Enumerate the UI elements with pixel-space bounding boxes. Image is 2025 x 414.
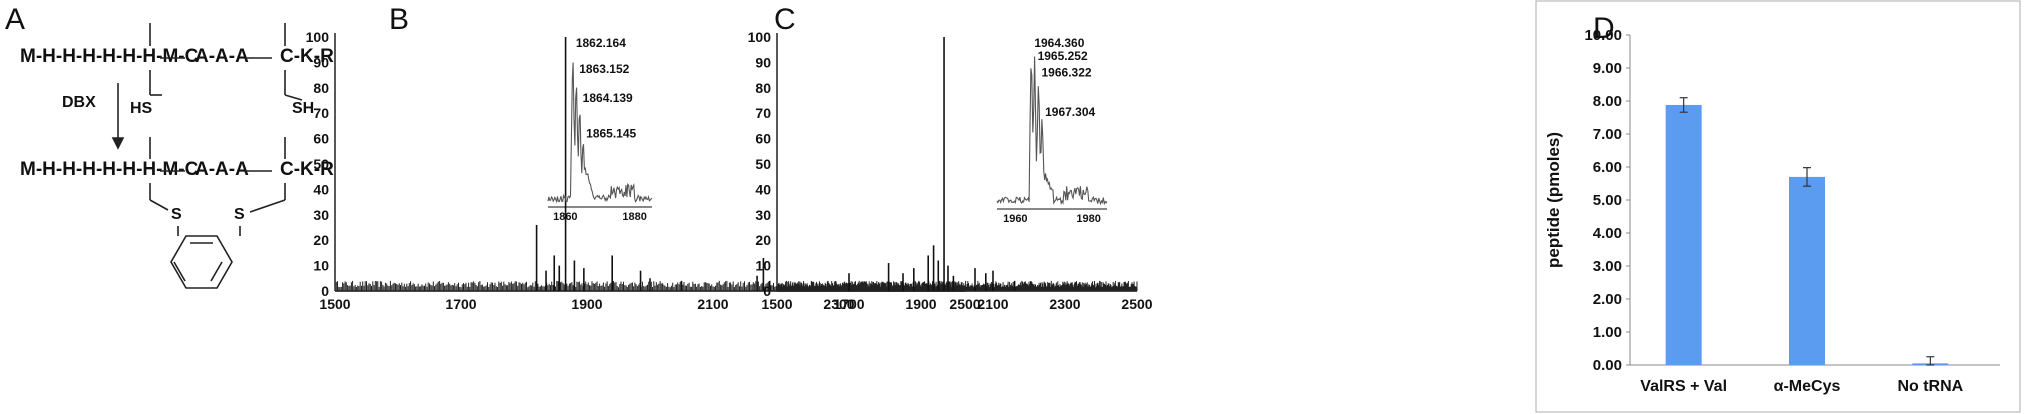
y-tick-label: 90 (313, 54, 329, 70)
y-tick-label: 20 (755, 232, 771, 248)
panel-c: C 0 10 20 30 40 50 60 70 80 90 100 1500 1700 1900 2100… (748, 3, 1153, 312)
scheme-bonds (111, 23, 303, 289)
y-tick-label: 90 (755, 54, 771, 70)
y-tick-label: 100 (748, 29, 772, 45)
y-tick-label: 60 (755, 131, 771, 147)
chart-frame (1535, 0, 2021, 413)
y-tick-label: 0.00 (1593, 357, 1622, 374)
y-tick-label: 4.00 (1593, 225, 1622, 242)
cys-right-2: C (280, 159, 294, 180)
y-tick-label: 50 (755, 156, 771, 172)
peptide-end-top: C-K-R (280, 46, 334, 68)
ala-bottom: A-A-A (195, 159, 249, 180)
x-tick-label: 1500 (319, 296, 350, 312)
inset-peak-label: 1862.164 (576, 36, 626, 50)
y-tick-label: 10 (313, 258, 329, 274)
reagent-label: DBX (62, 94, 96, 111)
category-label: ValRS + Val (1640, 378, 1727, 395)
x-tick-label: 1900 (905, 296, 936, 312)
panel-b: B 0 10 20 30 40 50 60 70 80 90 100 1500 1700 1900 2100… (0, 0, 1000, 414)
y-tick-label: 2.00 (1593, 291, 1622, 308)
y-tick-label: 80 (313, 80, 329, 96)
y-tick-label: 30 (313, 207, 329, 223)
hs-label: HS (130, 100, 153, 117)
y-tick-label: 7.00 (1593, 126, 1622, 143)
bar (1789, 176, 1825, 365)
cys-left: C (184, 46, 199, 67)
y-tick-label: 3.00 (1593, 258, 1622, 275)
x-tick-label: 2100 (697, 296, 728, 312)
y-tick-label: 70 (755, 105, 771, 121)
panel-letter-c: C (774, 3, 796, 36)
s-label-right: S (234, 206, 245, 223)
panel-letter-b: B (389, 3, 410, 36)
y-axis-title: peptide (pmoles) (1544, 132, 1563, 268)
cys-left-2: C (184, 159, 199, 180)
y-tick-label: 80 (755, 80, 771, 96)
cys-right: C (280, 46, 294, 67)
inset-trace (547, 62, 653, 204)
x-tick-label: 2100 (977, 296, 1008, 312)
inset-peak-label: 1865.145 (586, 127, 636, 141)
y-tick-label: 8.00 (1593, 93, 1622, 110)
inset-peak-label: 1864.139 (583, 91, 633, 105)
y-tick-label: 70 (313, 105, 329, 121)
inset-x-tick-label: 1980 (1076, 213, 1100, 225)
y-tick-label: 10 (755, 258, 771, 274)
x-tick-label: 2300 (1049, 296, 1080, 312)
peptide-chain-top: M-H-H-H-H-H-H-M-C (20, 46, 198, 68)
y-tick-label: 30 (755, 207, 771, 223)
bar-chart-d: 0.00 1.00 2.00 3.00 4.00 5.00 6.00 7.00 8.00 9.00… (1535, 0, 2021, 413)
y-tick-label: 40 (755, 181, 771, 197)
x-tick-label: 1500 (761, 296, 792, 312)
y-tick-label: 20 (313, 232, 329, 248)
inset-peak-label: 1967.304 (1045, 105, 1095, 119)
category-label: No tRNA (1897, 378, 1963, 395)
panel-letter-a: A (5, 3, 26, 36)
inset-peak-label: 1964.360 (1034, 36, 1084, 50)
category-label: α-MeCys (1774, 378, 1841, 395)
x-tick-label: 1700 (445, 296, 476, 312)
panel-a: A M-H-H-H-H-H-H-M-C A-A-A C-K-R HS SH DB… (0, 0, 540, 414)
panel-letter-d: D (1593, 12, 1615, 45)
y-tick-label: 5.00 (1593, 192, 1622, 209)
y-tick-label: 10.00 (1584, 27, 1622, 44)
chain-prefix: M-H-H-H-H-H-H-M- (20, 46, 185, 67)
y-tick-label: 100 (306, 29, 330, 45)
x-tick-label: 1700 (833, 296, 864, 312)
spectrum-noise (776, 280, 1138, 291)
end-residues-2: -K-R (293, 159, 334, 180)
inset-trace (996, 56, 1108, 206)
x-tick-label: 2500 (949, 296, 980, 312)
y-tick-label: 0 (763, 283, 771, 299)
inset-peak-label: 1965.252 (1038, 49, 1088, 63)
peptide-chain-bottom: M-H-H-H-H-H-H-M-C (20, 159, 198, 181)
y-tick-label: 60 (313, 131, 329, 147)
y-tick-label: 0 (321, 283, 329, 299)
inset-x-tick-label: 1880 (622, 211, 646, 223)
y-tick-label: 6.00 (1593, 159, 1622, 176)
end-residues: -K-R (293, 46, 334, 67)
inset-peak-label: 1863.152 (579, 62, 629, 76)
x-tick-label: 2500 (1121, 296, 1152, 312)
peptide-end-bottom: C-K-R (280, 159, 334, 181)
s-label-left: S (171, 206, 182, 223)
y-tick-label: 40 (313, 181, 329, 197)
chain-prefix-2: M-H-H-H-H-H-H-M- (20, 159, 185, 180)
ala-top: A-A-A (195, 46, 249, 67)
bar (1665, 104, 1702, 366)
y-tick-label: 1.00 (1593, 324, 1622, 341)
inset-x-tick-label: 1960 (1003, 213, 1027, 225)
inset-x-tick-label: 1860 (553, 211, 577, 223)
x-tick-label: 2300 (823, 296, 854, 312)
y-tick-label: 50 (313, 156, 329, 172)
y-tick-label: 9.00 (1593, 60, 1622, 77)
x-tick-label: 1900 (571, 296, 602, 312)
spectrum-c: 0 10 20 30 40 50 60 70 80 90 100 1500 1700 1900 2100 23… (748, 29, 1153, 312)
sh-label: SH (292, 100, 315, 117)
panel-d: 0.00 1.00 2.00 3.00 4.00 5.00 6.00 7.00 8.00 9.00… (1535, 0, 2021, 414)
inset-peak-label: 1966.322 (1042, 66, 1092, 80)
